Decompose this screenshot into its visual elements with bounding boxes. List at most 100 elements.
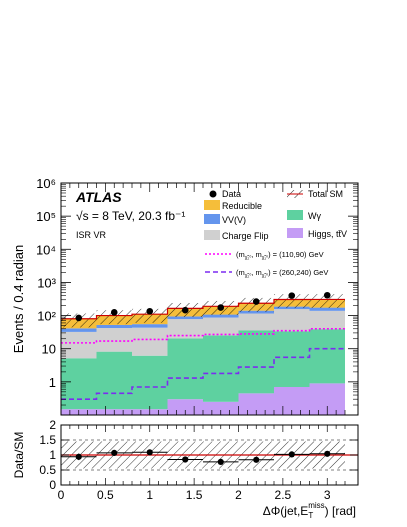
- stack-bar: [203, 317, 239, 336]
- energy-lumi-label: √s = 8 TeV, 20.3 fb⁻¹: [76, 209, 185, 223]
- ratio-point: [217, 458, 224, 465]
- legend-signal1-chi1: χ̃₁⁰: [262, 255, 268, 261]
- stack-bar: [309, 329, 345, 384]
- y-tick-label: 1: [49, 375, 56, 390]
- stack-bar: [167, 316, 203, 320]
- x-tick-label: 2: [235, 488, 242, 502]
- ratio-y-axis: 21.510.50: [39, 418, 358, 492]
- x-tick-label: 3: [324, 488, 331, 502]
- stack-bar: [203, 335, 239, 402]
- ratio-point: [182, 456, 189, 463]
- stack-bar: [132, 355, 168, 410]
- x-axis-label-sub: T: [308, 511, 313, 520]
- legend-chargeflip-swatch: [204, 230, 220, 240]
- legend-signal2-chi1: χ̃₁⁰: [262, 273, 268, 279]
- data-points: [75, 291, 331, 322]
- stack-bar: [96, 328, 132, 352]
- ratio-y-tick-label: 1.5: [39, 433, 56, 447]
- legend-total-sm: Total SM: [287, 189, 343, 199]
- data-point: [75, 314, 83, 322]
- main-plot-area: [61, 291, 345, 415]
- legend-signal2-sep: , m: [251, 268, 261, 277]
- stack-bar: [238, 393, 274, 415]
- legend-chargeflip: Charge Flip: [204, 230, 269, 241]
- stack-bar: [61, 331, 97, 359]
- stack-bar: [238, 310, 274, 314]
- main-y-axis-label: Events / 0.4 radian: [11, 245, 26, 353]
- stack-w-: [61, 329, 345, 410]
- main-panel: 10⁶ 10⁵ 10⁴ 10³ 10² 10 1 Events / 0.4 radian A…: [11, 176, 359, 416]
- legend-signal-260-240-label: (mχ̃₂⁰, mχ̃₁⁰) = (260,240) GeV: [236, 268, 328, 279]
- legend-vvv-label: VV(V): [222, 215, 246, 225]
- stack-bar: [203, 314, 239, 318]
- experiment-label: ATLAS: [75, 189, 122, 205]
- stack-bar: [96, 324, 132, 329]
- ratio-panel: 21.510.50 0 0.5 1 1.5 2 2.5 3 Data/SM ΔΦ(jet,E…: [12, 418, 359, 520]
- legend-data-label: Data: [222, 189, 241, 199]
- ratio-point: [75, 453, 82, 460]
- y-tick-label: 10⁵: [36, 209, 56, 224]
- ratio-point: [146, 449, 153, 456]
- y-tick-label: 10³: [37, 275, 56, 290]
- x-tick-label: 1.5: [186, 488, 203, 502]
- legend-wgamma-label: Wγ: [308, 211, 321, 221]
- x-axis-label-unit: ) [rad]: [325, 504, 356, 518]
- stack-bar: [132, 324, 168, 328]
- data-point: [323, 291, 331, 299]
- legend-signal1-sep: , m: [251, 250, 261, 259]
- total-sm-unc: [96, 310, 132, 325]
- total-sm-unc: [132, 308, 168, 323]
- stack-bar: [167, 319, 203, 339]
- x-tick-label: 0: [58, 488, 65, 502]
- stack-bar: [167, 338, 203, 400]
- legend-data-marker: [209, 190, 217, 198]
- data-point: [181, 306, 189, 314]
- legend-signal1-prefix: (m: [236, 250, 245, 259]
- stack-bar: [238, 330, 274, 394]
- legend-signal1-chi2: χ̃₂⁰: [245, 255, 252, 261]
- legend-vvv-swatch: [204, 214, 220, 224]
- signal-line-1: [61, 327, 345, 344]
- stack-charge-flip: [61, 309, 345, 359]
- legend-higgs-label: Higgs, tt̄V: [308, 229, 347, 239]
- total-sm-unc: [274, 294, 310, 309]
- data-point: [110, 309, 118, 316]
- ratio-point: [288, 451, 295, 458]
- total-sm-unc: [238, 297, 274, 312]
- stack-bar: [309, 310, 345, 330]
- stack-bar: [274, 331, 310, 387]
- legend-signal2-chi2: χ̃₂⁰: [245, 273, 252, 279]
- ratio-point: [253, 456, 260, 463]
- stack-bar: [132, 327, 168, 356]
- stack-bar: [274, 309, 310, 332]
- data-point: [146, 307, 154, 315]
- data-point: [252, 298, 260, 305]
- y-tick-label: 10: [42, 342, 56, 357]
- data-point: [217, 304, 225, 311]
- x-tick-label: 1: [146, 488, 153, 502]
- stack-bar: [61, 328, 97, 332]
- main-y-axis: 10⁶ 10⁵ 10⁴ 10³ 10² 10 1: [36, 176, 358, 416]
- ratio-y-tick-label: 1: [49, 448, 56, 462]
- legend-data: Data: [209, 189, 241, 199]
- data-point: [288, 292, 296, 299]
- y-tick-label: 10⁶: [36, 176, 56, 191]
- legend-signal-110-90: (mχ̃₂⁰, mχ̃₁⁰) = (110,90) GeV: [205, 250, 324, 261]
- x-axis-label-sup: miss: [308, 501, 324, 510]
- legend-wgamma-swatch: [287, 210, 303, 220]
- stack-bar: [61, 358, 97, 410]
- legend-signal-260-240: (mχ̃₂⁰, mχ̃₁⁰) = (260,240) GeV: [205, 268, 328, 279]
- legend-signal1-suffix: ) = (110,90) GeV: [268, 250, 324, 259]
- total-sm-unc: [309, 294, 345, 309]
- ratio-y-tick-label: 2: [49, 418, 56, 432]
- x-axis-label-main: ΔΦ(jet,E: [263, 504, 309, 518]
- legend-higgs-swatch: [287, 228, 303, 238]
- legend-signal-110-90-label: (mχ̃₂⁰, mχ̃₁⁰) = (110,90) GeV: [236, 250, 324, 261]
- x-tick-label: 0.5: [97, 488, 114, 502]
- legend-total-sm-label: Total SM: [308, 189, 343, 199]
- y-tick-label: 10²: [37, 309, 56, 324]
- ratio-point: [111, 449, 118, 456]
- legend: Data Total SM Reducible VV(V) Wγ Charge …: [204, 189, 347, 279]
- legend-reducible-swatch: [204, 200, 220, 210]
